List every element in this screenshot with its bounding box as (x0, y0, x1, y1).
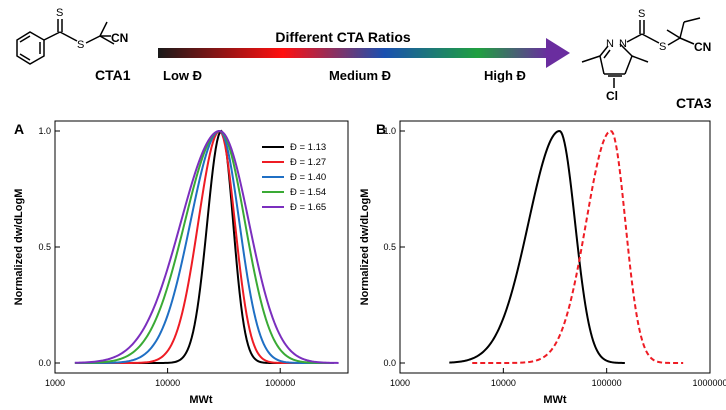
chart-a-legend: Đ = 1.13 Đ = 1.27 Đ = 1.40 Đ = 1.54 Đ = 1.65 (262, 142, 326, 213)
cta1-link-s: S (77, 39, 84, 51)
cta1-label: CTA1 (95, 67, 131, 83)
chart-b-y-tick-label: 0.0 (383, 358, 396, 368)
aromatic-bond (19, 53, 31, 61)
cta3-label: CTA3 (676, 95, 712, 111)
panel-letter-a: A (14, 121, 24, 137)
cta1-cn: CN (111, 31, 128, 45)
chart-a-y-tick-label: 1.0 (38, 126, 51, 136)
chart-a: 1000 10000 100000 0.0 0.5 1.0 MWt Normalized … (13, 120, 349, 406)
chart-a-xlabel: MWt (189, 394, 213, 406)
gradient-arrow-shaft (158, 48, 548, 58)
bond (641, 33, 660, 44)
chart-a-legend-label: Đ = 1.40 (290, 172, 326, 183)
chart-b-x-tick-label: 1000000 (692, 378, 726, 388)
bond (85, 35, 101, 44)
bond (624, 55, 633, 75)
chart-b-curves (449, 129, 684, 364)
bond (666, 29, 681, 39)
bond (99, 35, 115, 45)
bond (667, 37, 681, 46)
chart-b: 1000 10000 100000 1000000 0.0 0.5 1.0 MWt Norm… (359, 120, 726, 406)
cta3-cn: CN (694, 40, 711, 54)
chart-a-y-tick-label: 0.0 (38, 358, 51, 368)
gradient-arrow-head (546, 38, 570, 68)
chart-a-x-tick-label: 100000 (265, 378, 295, 388)
aromatic-bond (19, 35, 31, 43)
cta1-thione-s: S (56, 7, 63, 19)
chart-a-curves (74, 129, 339, 364)
chart-b-x-tick-label: 1000 (390, 378, 410, 388)
bond (619, 43, 633, 57)
chart-b-frame (399, 120, 711, 374)
high-dispersity-label: High Đ (484, 68, 526, 83)
bond (99, 21, 108, 37)
molecule-cta3 (581, 17, 701, 88)
low-dispersity-label: Low Đ (163, 68, 202, 83)
chart-a-y-tick-label: 0.5 (38, 242, 51, 252)
chart-a-ylabel: Normalized dw/dLogM (13, 189, 25, 306)
double-bond (603, 49, 611, 59)
chart-a-legend-label: Đ = 1.54 (290, 187, 326, 198)
double-bond (599, 45, 609, 57)
chart-a-series-3-line (74, 130, 334, 364)
bond (581, 55, 601, 63)
chart-a-x-tick-label: 1000 (45, 378, 65, 388)
chart-a-legend-label: Đ = 1.65 (290, 202, 326, 213)
medium-dispersity-label: Medium Đ (329, 68, 391, 83)
bond (683, 17, 701, 23)
cta3-n1: N (619, 38, 627, 50)
chart-b-axes: 1000 10000 100000 1000000 0.0 0.5 1.0 (383, 126, 726, 388)
chart-a-series-2-line (77, 130, 334, 364)
arrow-title: Different CTA Ratios (275, 29, 411, 45)
bond (679, 37, 695, 45)
chart-b-x-tick-label: 100000 (592, 378, 622, 388)
chart-b-series-1-line (472, 129, 684, 364)
chart-b-series-0-line (449, 130, 625, 364)
chart-b-y-tick-label: 1.0 (383, 126, 396, 136)
chart-b-y-tick-label: 0.5 (383, 242, 396, 252)
cta3-cl: Cl (606, 89, 618, 103)
bond (43, 31, 61, 41)
cta3-n2: N (606, 38, 614, 50)
bond (59, 31, 78, 42)
bond (599, 55, 605, 75)
chart-a-x-tick-label: 10000 (155, 378, 180, 388)
chart-b-ylabel: Normalized dw/dLogM (359, 189, 371, 306)
chart-a-legend-label: Đ = 1.27 (290, 157, 326, 168)
bond (631, 55, 649, 63)
molecule-cta1 (16, 19, 115, 65)
chart-b-xlabel: MWt (543, 394, 567, 406)
panel-letter-b: B (376, 121, 386, 137)
cta3-thione-s: S (638, 8, 645, 20)
cta3-link-s: S (659, 41, 666, 53)
bond (679, 21, 685, 39)
chart-a-axes: 1000 10000 100000 0.0 0.5 1.0 (38, 126, 295, 388)
chart-a-series-4-line (74, 129, 339, 364)
bond (626, 33, 643, 43)
chart-b-x-tick-label: 10000 (491, 378, 516, 388)
chart-a-legend-label: Đ = 1.13 (290, 142, 326, 153)
